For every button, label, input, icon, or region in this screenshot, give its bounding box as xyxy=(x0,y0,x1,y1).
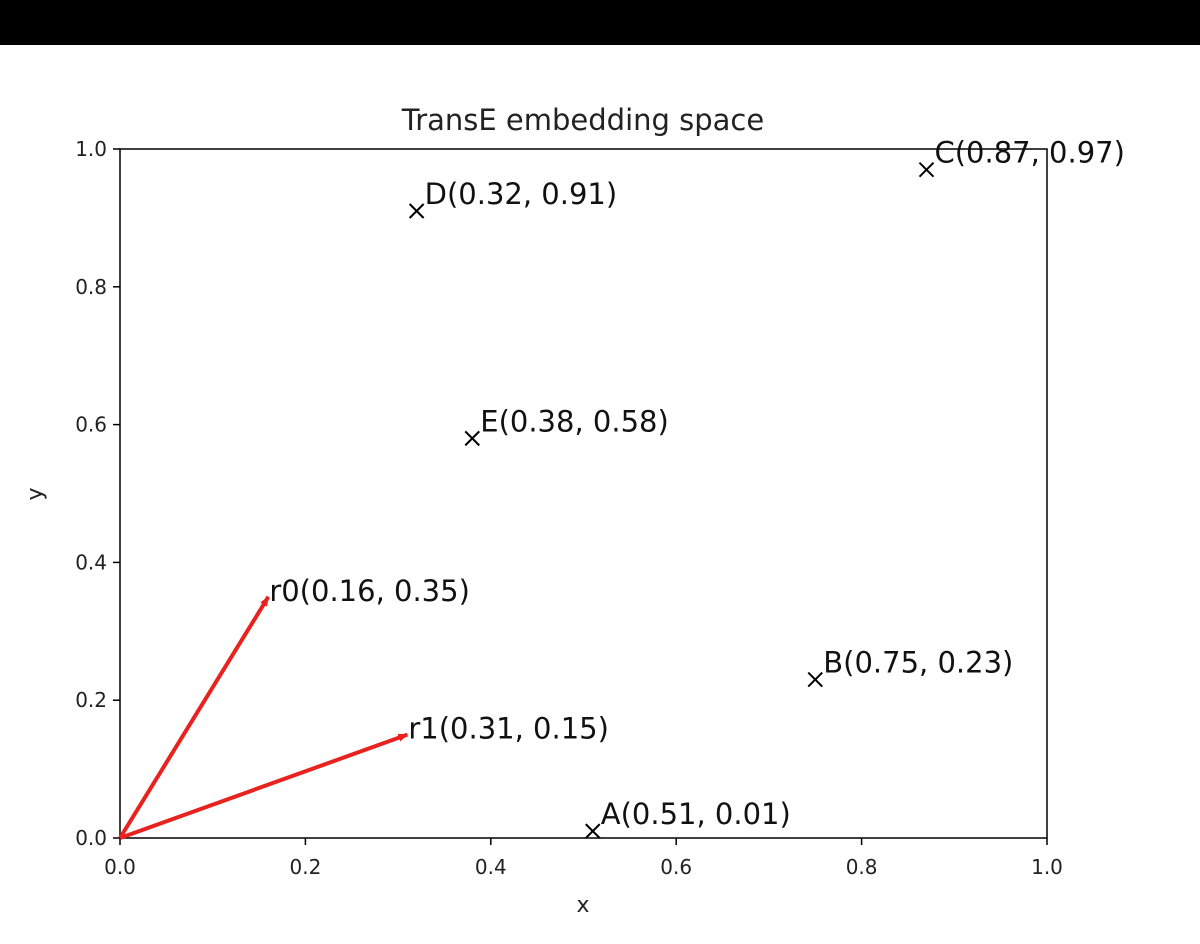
x-tick-label: 0.6 xyxy=(660,855,692,879)
y-tick-label: 0.8 xyxy=(75,275,107,299)
y-tick-label: 0.2 xyxy=(75,688,107,712)
x-tick-label: 1.0 xyxy=(1031,855,1063,879)
chart-title: TransE embedding space xyxy=(401,103,764,137)
top-bar xyxy=(0,0,1200,45)
vector-arrow xyxy=(118,595,271,840)
point-marker xyxy=(408,203,425,219)
y-tick-label: 1.0 xyxy=(75,137,107,161)
vector-label: r1(0.31, 0.15) xyxy=(408,712,609,746)
x-tick-label: 0.4 xyxy=(475,855,507,879)
axes-frame xyxy=(119,148,1048,839)
x-tick-label: 0.0 xyxy=(104,855,136,879)
y-tick-label: 0.0 xyxy=(75,826,107,850)
y-tick-label: 0.6 xyxy=(75,413,107,437)
x-axis-label: x xyxy=(576,893,589,918)
vector-arrow xyxy=(119,732,409,840)
point-marker xyxy=(585,823,601,839)
x-tick-label: 0.8 xyxy=(846,855,878,879)
point-marker xyxy=(464,430,480,447)
y-tick-label: 0.4 xyxy=(75,550,107,574)
x-tick-label: 0.2 xyxy=(289,855,321,879)
point-marker xyxy=(918,161,935,178)
point-label: B(0.75, 0.23) xyxy=(823,646,1013,680)
plot-area: 0.0 0.2 0.4 0.6 0.8 1.0 0.0 0.2 0.4 0.6 0.8 1.0 r0(0… xyxy=(75,136,1125,879)
vector-label: r0(0.16, 0.35) xyxy=(269,574,470,608)
point-label: C(0.87, 0.97) xyxy=(934,136,1124,170)
y-axis-label: y xyxy=(23,487,48,500)
point-label: D(0.32, 0.91) xyxy=(425,177,618,211)
point-marker xyxy=(807,671,823,688)
point-label: A(0.51, 0.01) xyxy=(601,797,791,831)
point-label: E(0.38, 0.58) xyxy=(480,404,669,438)
